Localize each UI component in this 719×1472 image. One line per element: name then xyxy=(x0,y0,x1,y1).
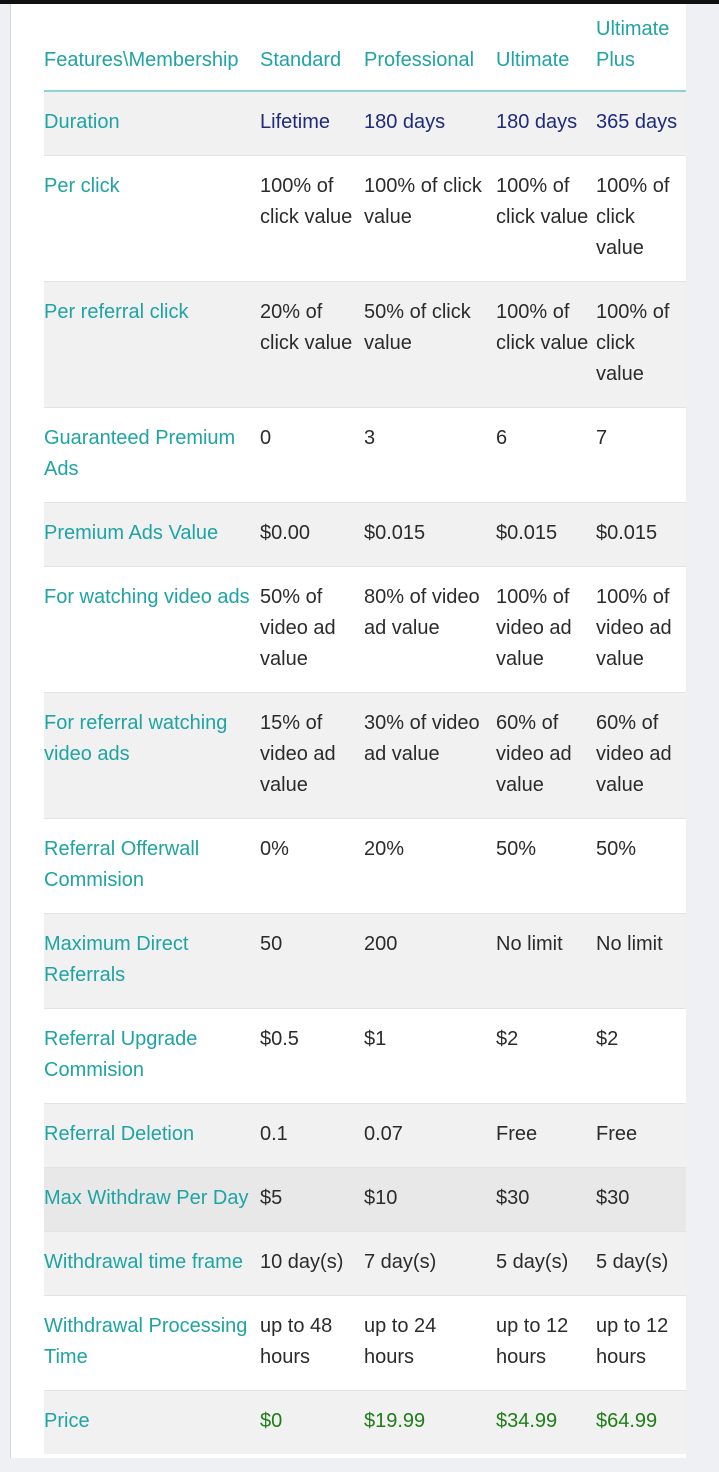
row-label: For referral watching video ads xyxy=(44,692,260,819)
row-label: Per click xyxy=(44,155,260,282)
cell-ultimate: No limit xyxy=(496,913,596,1009)
cell-professional: 7 day(s) xyxy=(364,1231,496,1296)
table-row-guaranteed-premium-ads: Guaranteed Premium Ads 0 3 6 7 xyxy=(44,407,686,503)
cell-professional: 200 xyxy=(364,913,496,1009)
cell-professional: 20% xyxy=(364,818,496,914)
cell-ultimate-plus: 5 day(s) xyxy=(596,1231,686,1296)
header-features: Features\Membership xyxy=(44,4,260,92)
cell-standard: 100% of click value xyxy=(260,155,364,282)
cell-ultimate-plus: $64.99 xyxy=(596,1390,686,1454)
cell-professional: $1 xyxy=(364,1008,496,1104)
cell-ultimate-plus: Free xyxy=(596,1103,686,1168)
cell-ultimate-plus: 100% of click value xyxy=(596,281,686,408)
cell-ultimate-plus: up to 12 hours xyxy=(596,1295,686,1391)
header-professional: Professional xyxy=(364,4,496,92)
cell-ultimate: 180 days xyxy=(496,90,596,156)
table-row-per-click: Per click 100% of click value 100% of cl… xyxy=(44,155,686,282)
cell-ultimate: Free xyxy=(496,1103,596,1168)
cell-professional: 0.07 xyxy=(364,1103,496,1168)
membership-comparison-table: Features\Membership Standard Professiona… xyxy=(44,4,686,1454)
cell-professional: $0.015 xyxy=(364,502,496,567)
cell-ultimate: 100% of click value xyxy=(496,281,596,408)
cell-ultimate: $0.015 xyxy=(496,502,596,567)
table-row-max-withdraw-per-day: Max Withdraw Per Day $5 $10 $30 $30 xyxy=(44,1167,686,1232)
table-row-withdrawal-time-frame: Withdrawal time frame 10 day(s) 7 day(s)… xyxy=(44,1231,686,1296)
cell-ultimate: 100% of click value xyxy=(496,155,596,282)
row-label: Max Withdraw Per Day xyxy=(44,1167,260,1232)
cell-ultimate-plus: $30 xyxy=(596,1167,686,1232)
table-row-referral-offerwall-commision: Referral Offerwall Commision 0% 20% 50% … xyxy=(44,818,686,914)
cell-standard: up to 48 hours xyxy=(260,1295,364,1391)
table-row-duration: Duration Lifetime 180 days 180 days 365 … xyxy=(44,90,686,156)
header-standard: Standard xyxy=(260,4,364,92)
cell-professional: 80% of video ad value xyxy=(364,566,496,693)
cell-professional: 180 days xyxy=(364,90,496,156)
header-ultimate-plus: Ultimate Plus xyxy=(596,4,686,92)
row-label: Per referral click xyxy=(44,281,260,408)
table-row-per-referral-click: Per referral click 20% of click value 50… xyxy=(44,281,686,408)
table-row-maximum-direct-referrals: Maximum Direct Referrals 50 200 No limit… xyxy=(44,913,686,1009)
row-label: Guaranteed Premium Ads xyxy=(44,407,260,503)
cell-standard: 10 day(s) xyxy=(260,1231,364,1296)
cell-professional: 50% of click value xyxy=(364,281,496,408)
cell-ultimate-plus: 100% of click value xyxy=(596,155,686,282)
table-row-withdrawal-processing-time: Withdrawal Processing Time up to 48 hour… xyxy=(44,1295,686,1391)
header-ultimate: Ultimate xyxy=(496,4,596,92)
cell-ultimate-plus: 50% xyxy=(596,818,686,914)
cell-standard: Lifetime xyxy=(260,90,364,156)
cell-ultimate: 50% xyxy=(496,818,596,914)
cell-ultimate: $30 xyxy=(496,1167,596,1232)
cell-ultimate: $2 xyxy=(496,1008,596,1104)
row-label: Withdrawal Processing Time xyxy=(44,1295,260,1391)
row-label: Duration xyxy=(44,90,260,156)
table-row-price: Price $0 $19.99 $34.99 $64.99 xyxy=(44,1390,686,1454)
row-label: Premium Ads Value xyxy=(44,502,260,567)
cell-ultimate-plus: 7 xyxy=(596,407,686,503)
top-edge-bar xyxy=(0,0,719,4)
row-label: Withdrawal time frame xyxy=(44,1231,260,1296)
cell-ultimate-plus: 100% of video ad value xyxy=(596,566,686,693)
cell-professional: 3 xyxy=(364,407,496,503)
membership-comparison-panel: Features\Membership Standard Professiona… xyxy=(10,4,686,1458)
table-row-watching-video-ads: For watching video ads 50% of video ad v… xyxy=(44,566,686,693)
cell-professional: $10 xyxy=(364,1167,496,1232)
cell-professional: $19.99 xyxy=(364,1390,496,1454)
cell-standard: $0.00 xyxy=(260,502,364,567)
cell-professional: up to 24 hours xyxy=(364,1295,496,1391)
cell-ultimate: 100% of video ad value xyxy=(496,566,596,693)
cell-standard: 0% xyxy=(260,818,364,914)
row-label: For watching video ads xyxy=(44,566,260,693)
cell-ultimate-plus: $2 xyxy=(596,1008,686,1104)
cell-standard: 0.1 xyxy=(260,1103,364,1168)
cell-ultimate: 6 xyxy=(496,407,596,503)
cell-standard: 0 xyxy=(260,407,364,503)
table-row-referral-watching-video-ads: For referral watching video ads 15% of v… xyxy=(44,692,686,819)
row-label: Referral Deletion xyxy=(44,1103,260,1168)
cell-standard: $5 xyxy=(260,1167,364,1232)
cell-ultimate: $34.99 xyxy=(496,1390,596,1454)
cell-standard: 15% of video ad value xyxy=(260,692,364,819)
cell-ultimate-plus: 60% of video ad value xyxy=(596,692,686,819)
cell-ultimate-plus: $0.015 xyxy=(596,502,686,567)
cell-ultimate-plus: 365 days xyxy=(596,90,686,156)
cell-standard: $0 xyxy=(260,1390,364,1454)
row-label: Referral Offerwall Commision xyxy=(44,818,260,914)
row-label: Referral Upgrade Commision xyxy=(44,1008,260,1104)
cell-standard: 50 xyxy=(260,913,364,1009)
table-row-premium-ads-value: Premium Ads Value $0.00 $0.015 $0.015 $0… xyxy=(44,502,686,567)
cell-professional: 100% of click value xyxy=(364,155,496,282)
cell-standard: 50% of video ad value xyxy=(260,566,364,693)
cell-ultimate: 60% of video ad value xyxy=(496,692,596,819)
cell-professional: 30% of video ad value xyxy=(364,692,496,819)
table-row-referral-upgrade-commision: Referral Upgrade Commision $0.5 $1 $2 $2 xyxy=(44,1008,686,1104)
cell-ultimate: up to 12 hours xyxy=(496,1295,596,1391)
table-header-row: Features\Membership Standard Professiona… xyxy=(44,4,686,92)
cell-ultimate-plus: No limit xyxy=(596,913,686,1009)
row-label: Price xyxy=(44,1390,260,1454)
row-label: Maximum Direct Referrals xyxy=(44,913,260,1009)
cell-standard: 20% of click value xyxy=(260,281,364,408)
table-row-referral-deletion: Referral Deletion 0.1 0.07 Free Free xyxy=(44,1103,686,1168)
cell-standard: $0.5 xyxy=(260,1008,364,1104)
cell-ultimate: 5 day(s) xyxy=(496,1231,596,1296)
